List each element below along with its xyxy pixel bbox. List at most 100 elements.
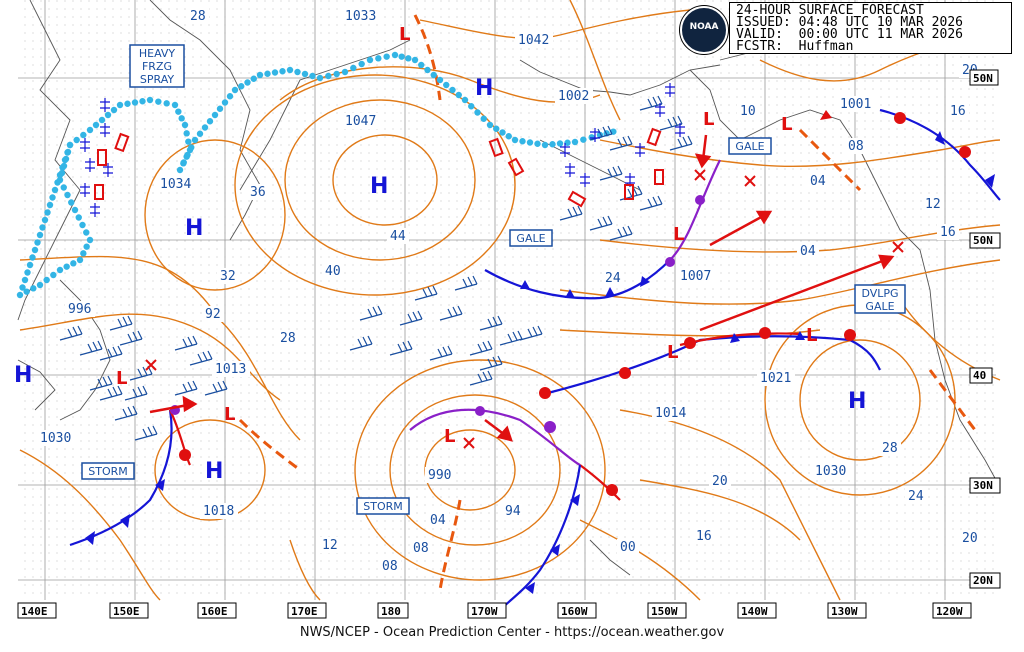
isobar-label: 20 — [962, 531, 978, 546]
isobar-label: 12 — [322, 538, 338, 553]
isobar-label: 28 — [190, 9, 206, 24]
lat-label: 50N — [973, 72, 993, 85]
svg-text:L: L — [224, 404, 235, 425]
isobar-label: 1002 — [558, 89, 589, 104]
warning-label: STORM — [363, 500, 403, 513]
high-center-1042: H — [475, 76, 493, 101]
noaa-logo: NOAA — [680, 6, 728, 54]
header-title: 24-HOUR SURFACE FORECAST — [736, 3, 924, 18]
svg-text:L: L — [667, 342, 678, 363]
isobar-label: 1030 — [40, 431, 71, 446]
isobar-label: 32 — [220, 269, 236, 284]
isobar-label: 00 — [620, 540, 636, 555]
isobar-label: 36 — [250, 185, 266, 200]
isobar-label: 12 — [925, 197, 941, 212]
warning-labels: HEAVYFRZGSPRAYGALEGALEDVLPGGALESTORMSTOR… — [81, 44, 906, 515]
isobar-label: 04 — [430, 513, 446, 528]
isobar-label: 990 — [428, 468, 451, 483]
isobar-labels: 2810331042104710021010012016080410343644… — [37, 8, 981, 574]
warning-label: GALE — [865, 300, 894, 313]
center-markers: H H H H H H L L L L L L L L L — [14, 24, 866, 484]
high-center-1047: H — [370, 174, 388, 199]
lat-lon-grid — [18, 0, 996, 600]
high-center-1034: H — [185, 216, 203, 241]
isobar-label: 1014 — [655, 406, 686, 421]
isobar-label: 1030 — [815, 464, 846, 479]
wind-barbs — [59, 95, 693, 441]
svg-text:L: L — [444, 426, 455, 447]
noaa-logo-text: NOAA — [689, 22, 719, 32]
dotted-background — [18, 0, 996, 600]
isobar-label: 1047 — [345, 114, 376, 129]
isobar-label: 94 — [505, 504, 521, 519]
isobar-label: 08 — [413, 541, 429, 556]
warning-label: GALE — [516, 232, 545, 245]
warning-label: GALE — [735, 140, 764, 153]
isobar-label: 28 — [280, 331, 296, 346]
lon-label: 170E — [291, 605, 318, 618]
lon-label: 180 — [381, 605, 401, 618]
freezing-spray-boundary — [16, 51, 617, 299]
isobar-label: 1013 — [215, 362, 246, 377]
warning-label: FRZG — [142, 60, 172, 73]
isobar-label: 24 — [605, 271, 621, 286]
isobar-label: 04 — [800, 244, 816, 259]
isobar-label: 16 — [696, 529, 712, 544]
isobar-label: 08 — [382, 559, 398, 574]
lat-label: 20N — [973, 574, 993, 587]
lon-label: 170W — [471, 605, 498, 618]
high-center-1021: H — [848, 389, 866, 414]
front-symbols — [85, 110, 995, 594]
isobar-label: 1042 — [518, 33, 549, 48]
warning-label: DVLPG — [861, 287, 898, 300]
isobar-label: 10 — [740, 104, 756, 119]
lat-label: 50N — [973, 234, 993, 247]
isobar-label: 996 — [68, 302, 91, 317]
lon-label: 150W — [651, 605, 678, 618]
isobar-label: 1033 — [345, 9, 376, 24]
header-issued: ISSUED: 04:48 UTC 10 MAR 2026 — [736, 15, 963, 30]
warning-label: SPRAY — [140, 73, 174, 86]
isobar-label: 08 — [848, 139, 864, 154]
movement-arrows — [149, 134, 895, 442]
isobar-label: 44 — [390, 229, 406, 244]
ice-edge — [94, 127, 664, 208]
axis-labels: 140E 150E 160E 170E 180 170W 160W 150W 140W 130W 1… — [17, 69, 1001, 619]
isobar-label: 1018 — [203, 504, 234, 519]
isobar-label: 24 — [908, 489, 924, 504]
lat-label: 40 — [973, 369, 986, 382]
isobar-label: 28 — [882, 441, 898, 456]
lon-label: 150E — [113, 605, 140, 618]
isobar-label: 1034 — [160, 177, 191, 192]
svg-text:L: L — [399, 24, 410, 45]
high-center-1018: H — [205, 459, 223, 484]
lon-label: 160W — [561, 605, 588, 618]
isobar-label: 92 — [205, 307, 221, 322]
lon-label: 160E — [201, 605, 228, 618]
x-markers — [145, 169, 904, 449]
isobar-label: 40 — [325, 264, 341, 279]
header-valid: VALID: 00:00 UTC 11 MAR 2026 — [736, 27, 963, 42]
svg-text:L: L — [781, 114, 792, 135]
forecast-header: 24-HOUR SURFACE FORECAST ISSUED: 04:48 U… — [729, 2, 1012, 54]
isobar-label: 16 — [950, 104, 966, 119]
surface-forecast-map: H H H H H H L L L L L L L L L 28 1033 1042… — [14, 0, 1001, 619]
lon-label: 130W — [831, 605, 858, 618]
warning-label: HEAVY — [139, 47, 176, 60]
lon-label: 140W — [741, 605, 768, 618]
svg-text:L: L — [673, 224, 684, 245]
isobar-label: 04 — [810, 174, 826, 189]
isobar-label: 1007 — [680, 269, 711, 284]
svg-text:L: L — [806, 325, 817, 346]
footer-credit: NWS/NCEP - Ocean Prediction Center - htt… — [299, 625, 725, 640]
lat-label: 30N — [973, 479, 993, 492]
high-center-west: H — [14, 363, 32, 388]
isobar-label: 16 — [940, 225, 956, 240]
isobar-label: 20 — [712, 474, 728, 489]
warning-label: STORM — [88, 465, 128, 478]
ice-accretion-symbols — [80, 83, 685, 217]
isobar-label: 1001 — [840, 97, 871, 112]
isobar-label: 1021 — [760, 371, 791, 386]
lon-label: 120W — [936, 605, 963, 618]
header-forecaster: FCSTR: Huffman — [736, 39, 854, 54]
